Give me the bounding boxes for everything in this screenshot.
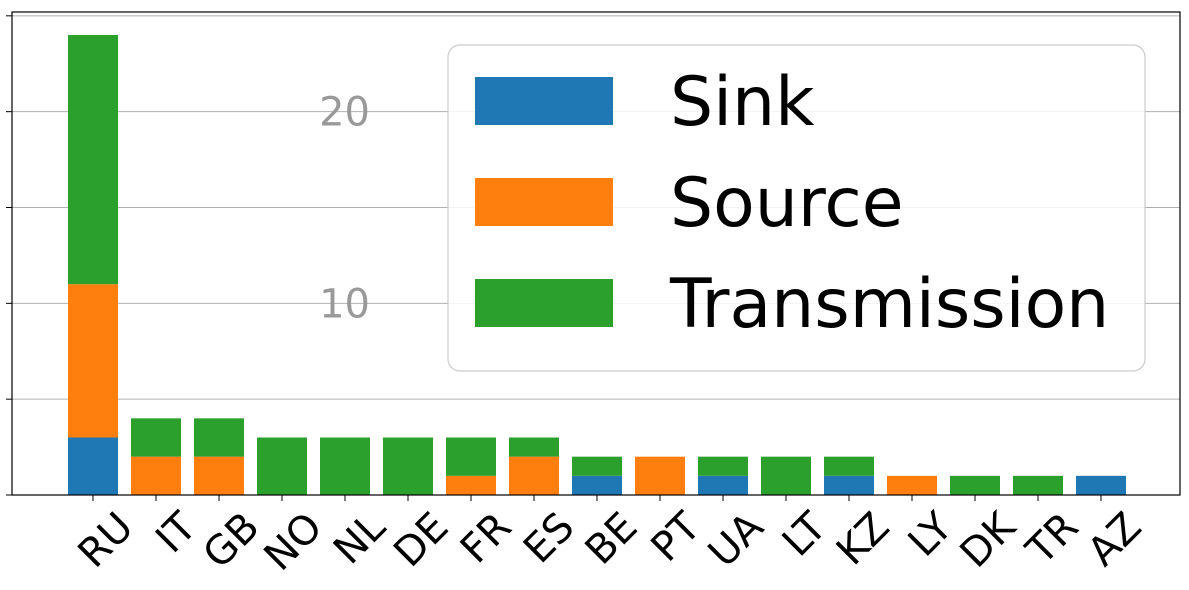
bar-kz-sink bbox=[824, 475, 874, 495]
legend-label-source: Source bbox=[670, 164, 904, 243]
y-tick-label: 10 bbox=[319, 281, 370, 327]
legend-swatch-transmission bbox=[475, 279, 613, 327]
x-tick-label: NO bbox=[255, 504, 331, 580]
legend-swatch-source bbox=[475, 178, 613, 226]
bar-kz-transmission bbox=[824, 456, 874, 476]
y-tick-label: 20 bbox=[319, 90, 370, 136]
bar-es-source bbox=[509, 456, 559, 495]
legend-label-transmission: Transmission bbox=[669, 265, 1109, 344]
bar-gb-source bbox=[194, 456, 244, 495]
x-tick-label: LT bbox=[774, 504, 836, 566]
bar-ru-source bbox=[68, 284, 118, 438]
bar-pt-source bbox=[635, 456, 685, 495]
bar-ru-sink bbox=[68, 437, 118, 495]
bar-be-sink bbox=[572, 475, 622, 495]
x-tick-label: TR bbox=[1017, 504, 1087, 574]
legend-swatch-sink bbox=[475, 77, 613, 125]
bar-it-source bbox=[131, 456, 181, 495]
bar-gb-transmission bbox=[194, 418, 244, 457]
bar-no-transmission bbox=[257, 437, 307, 495]
x-tick-label: FR bbox=[452, 504, 520, 572]
bar-nl-transmission bbox=[320, 437, 370, 495]
bar-ru-transmission bbox=[68, 35, 118, 285]
plot-frame bbox=[11, 11, 1181, 496]
bar-de-transmission bbox=[383, 437, 433, 495]
y-ticks: 10 20 bbox=[6, 15, 370, 496]
bar-es-transmission bbox=[509, 437, 559, 457]
legend-label-sink: Sink bbox=[670, 63, 815, 142]
x-tick-label: DK bbox=[952, 503, 1026, 577]
bar-it-transmission bbox=[131, 418, 181, 457]
bar-az-sink bbox=[1076, 475, 1126, 495]
bar-lt-transmission bbox=[761, 456, 811, 495]
x-tick-label: KZ bbox=[828, 504, 898, 574]
x-tick-label: BE bbox=[577, 504, 647, 574]
x-tick-label: UA bbox=[700, 503, 773, 576]
x-tick-label: LY bbox=[900, 504, 962, 566]
legend-box bbox=[447, 44, 1146, 372]
x-tick-label: NL bbox=[325, 503, 395, 573]
bar-ua-sink bbox=[698, 475, 748, 495]
bars bbox=[68, 35, 1126, 495]
bar-ly-source bbox=[887, 475, 937, 495]
bar-tr-transmission bbox=[1013, 475, 1063, 495]
bar-dk-transmission bbox=[950, 475, 1000, 495]
bar-be-transmission bbox=[572, 456, 622, 476]
bar-fr-source bbox=[446, 475, 496, 495]
x-tick-label: DE bbox=[385, 504, 457, 576]
x-tick-label: GB bbox=[195, 504, 269, 578]
x-tick-label: ES bbox=[515, 504, 583, 572]
bar-ua-transmission bbox=[698, 456, 748, 476]
bar-fr-transmission bbox=[446, 437, 496, 476]
x-tick-label: RU bbox=[70, 504, 143, 577]
x-tick-label: PT bbox=[643, 504, 710, 571]
x-tick-label: IT bbox=[147, 504, 206, 563]
legend: Sink Source Transmission bbox=[447, 44, 1146, 372]
x-tick-label: AZ bbox=[1079, 504, 1150, 575]
